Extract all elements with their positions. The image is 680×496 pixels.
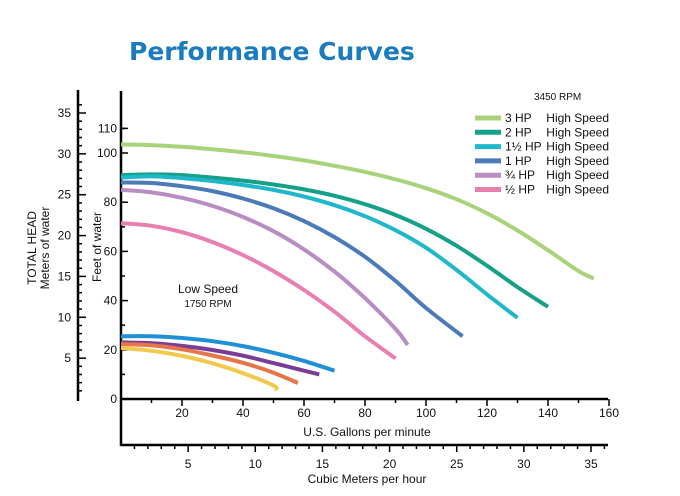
y-meters-ticks: 5 10 15 20 25 30 35 bbox=[58, 104, 86, 392]
series-line-high-speed bbox=[120, 174, 519, 320]
x-gpm-tick-label: 80 bbox=[358, 406, 372, 420]
x-gpm-tick-label: 60 bbox=[297, 406, 311, 420]
y-meters-tick-label: 5 bbox=[64, 351, 71, 365]
legend-series-name: 2 HP bbox=[505, 125, 532, 139]
series-line-high-speed bbox=[120, 180, 464, 338]
legend-series-speed: High Speed bbox=[546, 154, 609, 168]
x-gpm-ticks: 20 40 60 80 100 120 140 160 bbox=[150, 399, 619, 420]
x-m3h-label: Cubic Meters per hour bbox=[308, 472, 427, 486]
series-line-high-speed bbox=[120, 142, 595, 281]
series-line-high-speed bbox=[120, 172, 550, 309]
y-feet-tick-label: 40 bbox=[104, 294, 118, 308]
y-meters-tick-label: 25 bbox=[58, 188, 72, 202]
y-feet-tick-label: 110 bbox=[98, 121, 117, 135]
x-m3h-tick-label: 20 bbox=[383, 457, 397, 471]
legend: 3 HP High Speed 2 HP High Speed 1½ HP High Sp… bbox=[475, 111, 609, 197]
x-gpm-tick-label: 20 bbox=[175, 406, 189, 420]
x-gpm-tick-label: 120 bbox=[477, 406, 497, 420]
y-feet-tick-label: 100 bbox=[97, 146, 117, 160]
y-feet-tick-label: 80 bbox=[104, 195, 118, 209]
x-gpm-tick-label: 140 bbox=[538, 406, 558, 420]
series-line-low-speed bbox=[120, 345, 279, 392]
legend-series-speed: High Speed bbox=[546, 140, 609, 154]
x-m3h-ticks: 5 10 15 20 25 30 35 bbox=[133, 445, 606, 471]
y-feet-tick-label: 20 bbox=[104, 343, 118, 357]
legend-series-name: ¾ HP bbox=[505, 168, 535, 182]
chart-title: Performance Curves bbox=[129, 37, 415, 66]
x-m3h-tick-label: 5 bbox=[185, 457, 192, 471]
x-m3h-tick-label: 10 bbox=[249, 457, 263, 471]
y-meters-tick-label: 30 bbox=[58, 147, 72, 161]
legend-series-name: 3 HP bbox=[505, 111, 532, 125]
x-m3h-tick-label: 35 bbox=[584, 457, 598, 471]
legend-series-speed: High Speed bbox=[546, 183, 609, 197]
y-meters-tick-label: 10 bbox=[58, 310, 72, 324]
y-feet-ticks: 0 20 40 60 80 100 110 bbox=[97, 121, 128, 406]
y-feet-tick-label: 0 bbox=[110, 392, 117, 406]
x-m3h-tick-label: 30 bbox=[517, 457, 531, 471]
legend-series-speed: High Speed bbox=[546, 111, 609, 125]
legend-series-speed: High Speed bbox=[546, 168, 609, 182]
low-speed-rpm-label: 1750 RPM bbox=[184, 299, 231, 310]
series-line-low-speed bbox=[120, 334, 336, 373]
x-m3h-tick-label: 15 bbox=[316, 457, 330, 471]
y-feet-label: Feet of water bbox=[90, 212, 104, 282]
legend-series-name: ½ HP bbox=[505, 183, 535, 197]
x-m3h-tick-label: 25 bbox=[450, 457, 464, 471]
series-line-high-speed bbox=[120, 221, 397, 361]
legend-series-speed: High Speed bbox=[546, 125, 609, 139]
y-meters-label-line2: Meters of water bbox=[38, 207, 52, 290]
y-meters-tick-label: 20 bbox=[58, 229, 72, 243]
series-line-low-speed bbox=[120, 340, 320, 377]
legend-series-name: 1½ HP bbox=[505, 140, 542, 154]
series-line-low-speed bbox=[120, 342, 299, 385]
x-gpm-tick-label: 100 bbox=[416, 406, 436, 420]
y-meters-label-line1: TOTAL HEAD bbox=[25, 211, 39, 285]
x-gpm-label: U.S. Gallons per minute bbox=[303, 425, 431, 439]
x-gpm-tick-label: 40 bbox=[236, 406, 250, 420]
legend-series-name: 1 HP bbox=[505, 154, 532, 168]
y-meters-tick-label: 35 bbox=[58, 106, 72, 120]
legend-rpm-high: 3450 RPM bbox=[534, 92, 581, 103]
series-line-high-speed bbox=[120, 187, 410, 347]
y-feet-tick-label: 60 bbox=[104, 244, 118, 258]
y-meters-tick-label: 15 bbox=[58, 269, 72, 283]
low-speed-label: Low Speed bbox=[178, 282, 238, 296]
curves-group bbox=[120, 142, 595, 392]
x-gpm-tick-label: 160 bbox=[599, 406, 619, 420]
